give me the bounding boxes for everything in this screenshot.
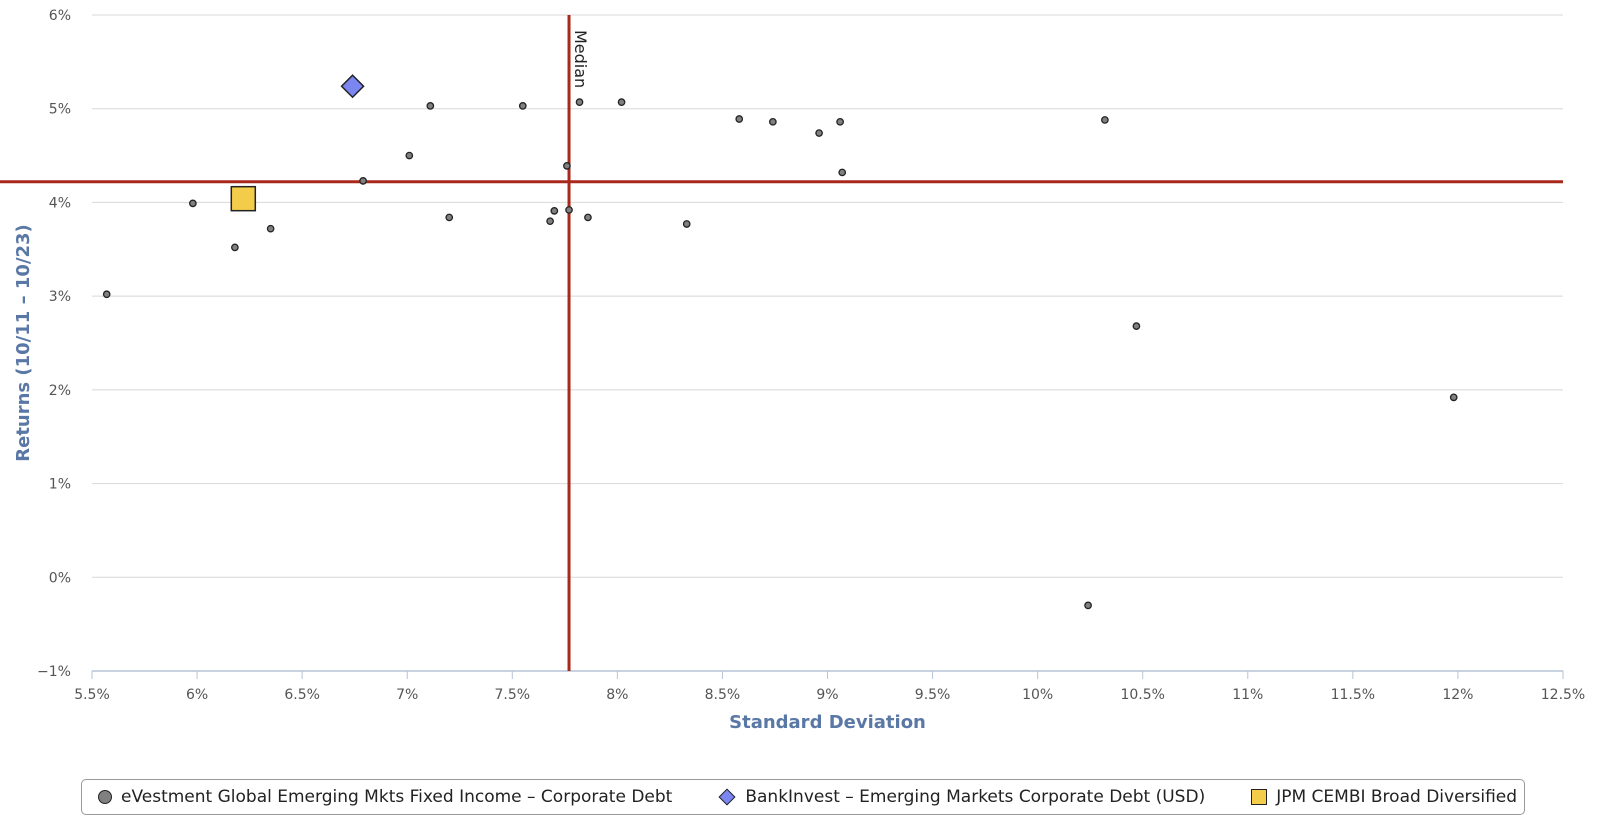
data-point xyxy=(1132,322,1141,330)
data-point xyxy=(563,162,571,170)
x-tick-label: 7% xyxy=(396,687,418,703)
data-point xyxy=(584,213,592,222)
data-point xyxy=(565,206,573,214)
data-point xyxy=(1101,116,1109,124)
y-tick-label: 5% xyxy=(49,102,71,118)
data-point xyxy=(735,115,744,123)
legend-label: JPM CEMBI Broad Diversified xyxy=(1276,787,1518,807)
data-point xyxy=(575,98,584,107)
data-point xyxy=(815,129,823,137)
x-tick-label: 10% xyxy=(1022,687,1053,703)
data-point xyxy=(359,177,367,185)
legend-item[interactable]: eVestment Global Emerging Mkts Fixed Inc… xyxy=(98,787,672,807)
data-point xyxy=(405,151,414,160)
y-tick-label: 6% xyxy=(49,8,71,24)
y-tick-label: 4% xyxy=(49,195,71,211)
x-axis-title: Standard Deviation xyxy=(729,712,926,733)
x-tick-label: 8.5% xyxy=(705,687,741,703)
legend-label: BankInvest – Emerging Markets Corporate … xyxy=(745,787,1206,807)
x-tick-label: 11% xyxy=(1232,687,1263,703)
x-tick-label: 5.5% xyxy=(74,687,110,703)
data-point xyxy=(682,220,691,228)
data-point xyxy=(102,290,111,299)
x-tick-label: 6% xyxy=(186,687,208,703)
data-point xyxy=(617,98,626,107)
x-tick-label: 8% xyxy=(606,687,628,703)
x-tick-label: 11.5% xyxy=(1331,687,1375,703)
data-point xyxy=(769,117,777,126)
data-point xyxy=(838,168,847,177)
scatter-chart: −1% 0% 1% 2% 3% 4% 5% 6% 5.5% 6% 6.5% 7% 7.5% 8% 8.5% 9… xyxy=(0,8,1585,733)
legend-item[interactable]: JPM CEMBI Broad Diversified xyxy=(1251,787,1517,807)
legend-item[interactable]: BankInvest – Emerging Markets Corporate … xyxy=(718,787,1205,807)
data-point xyxy=(1449,393,1458,402)
data-point xyxy=(426,102,435,110)
data-point-diamond xyxy=(340,74,365,99)
y-tick-label: 3% xyxy=(49,289,71,305)
x-tick-label: 12.5% xyxy=(1541,687,1585,703)
data-point xyxy=(546,217,554,226)
square-marker-icon xyxy=(1251,789,1268,805)
data-point-square xyxy=(230,185,257,212)
data-point xyxy=(836,117,844,126)
legend-label: eVestment Global Emerging Mkts Fixed Inc… xyxy=(121,787,673,807)
data-point xyxy=(1084,601,1092,610)
data-point xyxy=(445,213,454,222)
x-tick-label: 9.5% xyxy=(915,687,951,703)
chart-legend: eVestment Global Emerging Mkts Fixed Inc… xyxy=(81,779,1525,815)
x-tick-label: 6.5% xyxy=(284,687,320,703)
y-tick-label: 1% xyxy=(49,477,71,493)
median-label: Median xyxy=(571,30,590,88)
x-tick-label: 12% xyxy=(1442,687,1473,703)
y-axis-title: Returns (10/11 – 10/23) xyxy=(13,224,34,462)
diamond-marker-icon xyxy=(718,788,736,806)
data-point xyxy=(189,199,197,208)
data-point xyxy=(266,224,275,233)
data-point xyxy=(550,207,559,215)
data-point xyxy=(518,102,527,110)
x-tick-label: 7.5% xyxy=(494,687,530,703)
y-tick-label: −1% xyxy=(37,664,71,680)
circle-marker-icon xyxy=(98,790,112,804)
x-tick-label: 9% xyxy=(816,687,838,703)
data-point xyxy=(231,243,239,252)
y-tick-label: 2% xyxy=(49,383,71,399)
y-tick-label: 0% xyxy=(49,570,71,586)
x-tick-label: 10.5% xyxy=(1120,687,1164,703)
